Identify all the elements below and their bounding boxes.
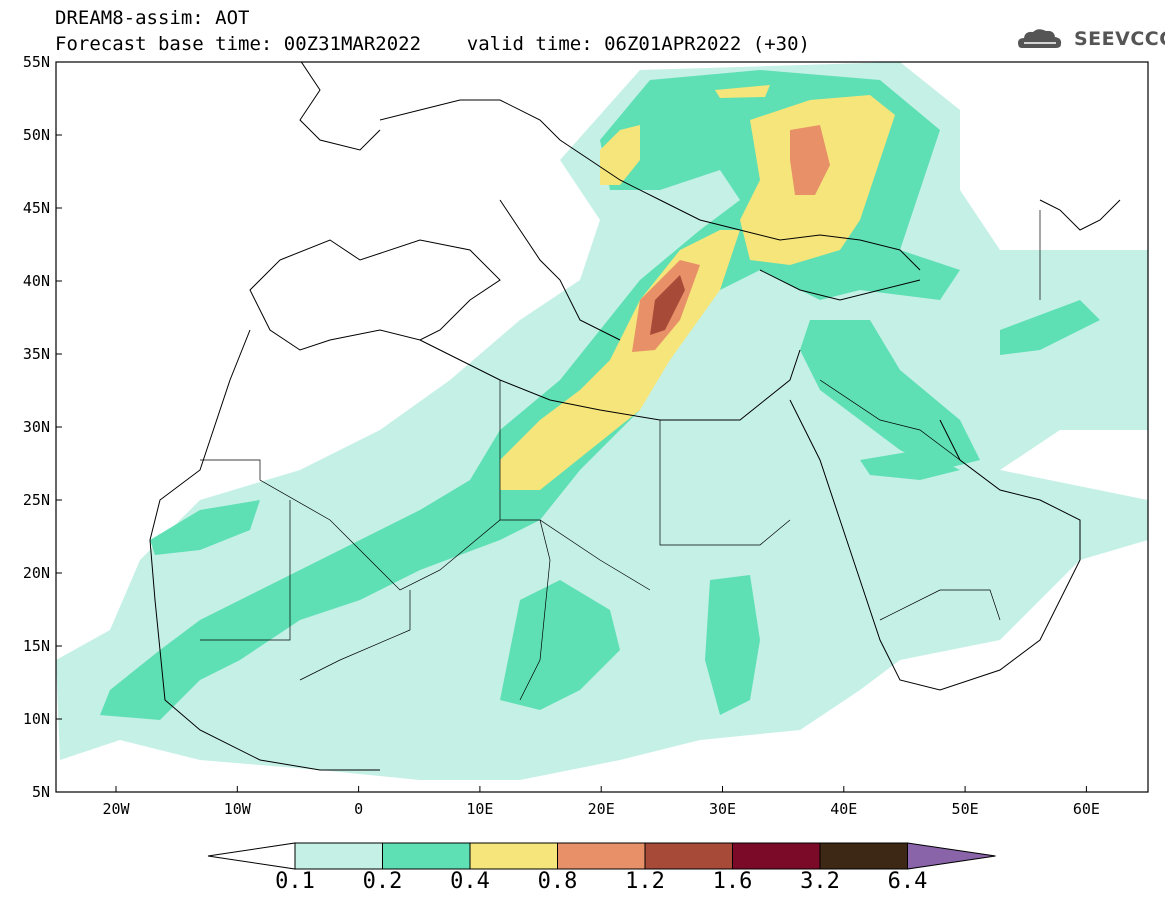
colorbar-swatch: [644, 842, 733, 870]
lat-label: 5N: [31, 783, 50, 801]
lat-label: 40N: [22, 272, 50, 290]
colorbar-label: 0.4: [450, 869, 490, 894]
colorbar-label: 6.4: [887, 869, 928, 894]
colorbar-swatch: [732, 842, 821, 870]
lat-label: 25N: [22, 491, 50, 509]
colorbar-swatch: [294, 842, 383, 870]
title-line-1: DREAM8-assim: AOT: [55, 7, 250, 29]
colorbar-high-arrow: [907, 842, 996, 870]
lon-label: 0: [354, 800, 364, 818]
colorbar-label: 1.2: [625, 869, 665, 894]
lon-label: 20W: [102, 800, 130, 818]
lat-label: 30N: [22, 418, 50, 436]
logo-text: SEEVCCC: [1074, 28, 1165, 50]
colorbar-low-arrow: [207, 842, 296, 870]
colorbar-swatch: [819, 842, 908, 870]
lat-label: 55N: [22, 53, 50, 71]
lat-label: 10N: [22, 710, 50, 728]
colorbar-label: 1.6: [712, 869, 753, 894]
lat-label: 45N: [22, 199, 50, 217]
lon-label: 60E: [1072, 800, 1100, 818]
country-borders: [200, 210, 1041, 701]
lon-label: 40E: [830, 800, 858, 818]
lon-label: 10E: [466, 800, 494, 818]
title-line-2: Forecast base time: 00Z31MAR2022 valid t…: [55, 33, 810, 55]
colorbar-label: 0.2: [362, 869, 403, 894]
colorbar-swatch: [382, 842, 471, 870]
cloud-logo-icon: [1018, 29, 1062, 48]
coastlines: [149, 62, 1121, 771]
lon-label: 30E: [708, 800, 737, 818]
colorbar-label: 0.1: [275, 869, 315, 894]
aot-band-1.2: [650, 275, 685, 335]
lat-label: 35N: [22, 345, 50, 363]
colorbar-swatch: [557, 842, 646, 870]
lon-label: 20E: [587, 800, 615, 818]
lon-label: 10W: [223, 800, 251, 818]
lat-label: 50N: [22, 126, 50, 144]
lon-label: 50E: [951, 800, 979, 818]
colorbar-swatch: [469, 842, 558, 870]
colorbar-label: 3.2: [800, 869, 840, 894]
lat-label: 20N: [22, 564, 50, 582]
colorbar-label: 0.8: [537, 869, 578, 894]
lat-label: 15N: [22, 637, 50, 655]
